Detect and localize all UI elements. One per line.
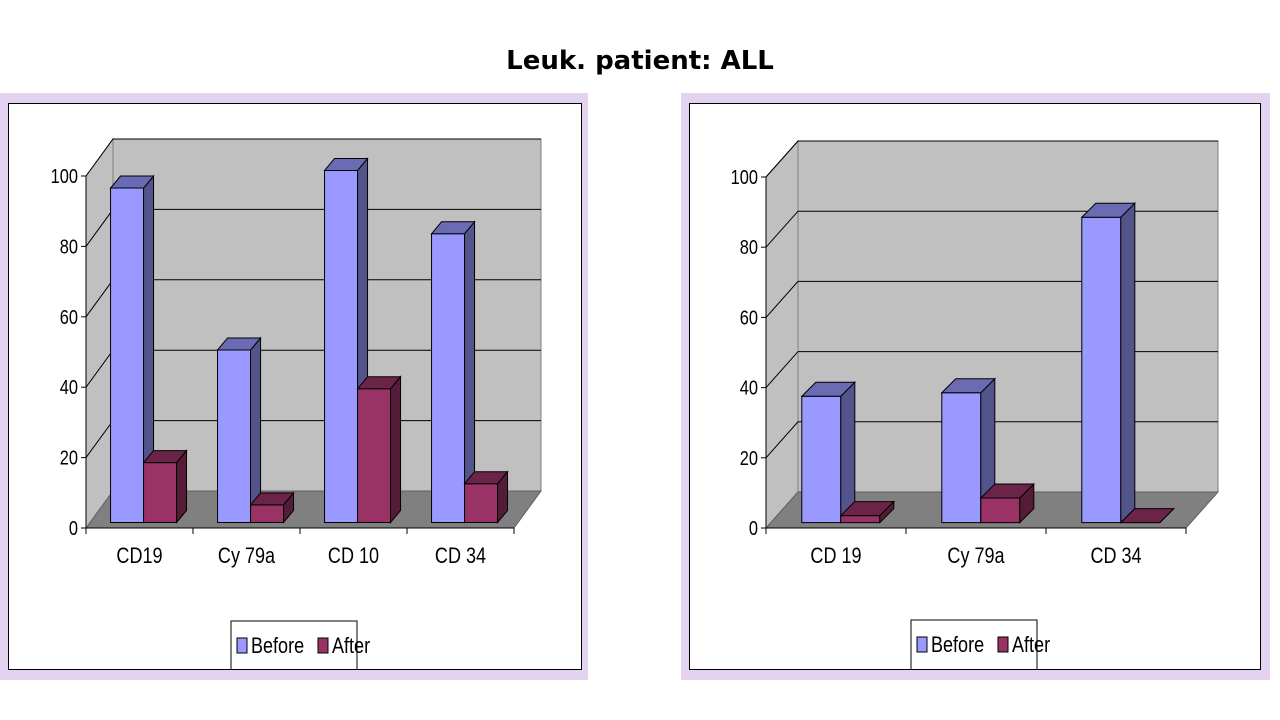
bar-front — [1081, 216, 1122, 524]
bar-front — [110, 187, 145, 523]
bar-before-cy79a — [216, 336, 262, 524]
y-tick-label: 80 — [740, 236, 758, 259]
legend: Before After — [230, 620, 370, 672]
legend-label-after: After — [332, 634, 370, 658]
bar-front — [143, 462, 178, 523]
y-tick-label: 20 — [60, 446, 78, 469]
y-tick-label: 100 — [731, 165, 758, 188]
bar-front — [357, 388, 392, 523]
bar-top — [323, 157, 369, 171]
y-tick-label: 40 — [740, 376, 758, 399]
legend-label-after: After — [1012, 633, 1050, 657]
bar-before-cy79a — [940, 377, 997, 524]
bar-top — [430, 221, 476, 235]
x-tick-label: CD 19 — [810, 544, 861, 568]
back-wall — [797, 140, 1219, 493]
bar-top — [839, 501, 896, 517]
legend-swatch-before — [916, 636, 928, 653]
bar-after-cd19 — [839, 500, 896, 524]
bar-after-cy79a — [249, 491, 295, 524]
x-tick-label: CD 34 — [1090, 544, 1141, 568]
bar-top — [109, 175, 155, 189]
chart-panel-left: 0 20 40 60 80 100 CD19 Cy 79a CD 10 CD 34 Before Af… — [0, 93, 588, 680]
y-tick-label: 0 — [69, 516, 78, 539]
gridline — [765, 210, 1218, 248]
bar-front — [980, 497, 1021, 524]
x-tick-label: Cy 79a — [947, 544, 1005, 568]
bar-top — [979, 483, 1036, 499]
bar-front — [217, 349, 252, 523]
bar-after-cy79a — [979, 482, 1036, 524]
bar-top — [216, 337, 262, 351]
bar-before-cd34 — [1080, 202, 1137, 524]
bar-before-cd19 — [800, 381, 857, 524]
bar-after-cd34 — [463, 470, 509, 524]
legend-swatch-before — [236, 637, 248, 654]
bar-after-cd10 — [356, 375, 402, 524]
bar-top — [356, 376, 402, 390]
y-tick-label: 20 — [740, 446, 758, 469]
bar-front — [840, 515, 881, 524]
bar-top — [142, 450, 188, 464]
gridline — [85, 138, 541, 177]
gridline — [765, 351, 1218, 388]
bar-before-cd19 — [109, 174, 155, 524]
y-tick-label: 0 — [749, 516, 758, 539]
x-tick-label: Cy 79a — [218, 544, 276, 568]
legend-label-before: Before — [251, 634, 304, 658]
x-tick-label: CD19 — [116, 544, 162, 568]
bar-top — [463, 471, 509, 485]
y-tick-label: 80 — [60, 235, 78, 258]
bar-side — [1120, 202, 1136, 524]
bar-top — [1080, 202, 1137, 218]
side-wall — [85, 137, 114, 530]
bar-after-cd19 — [142, 449, 188, 524]
bar-front — [801, 395, 842, 524]
bar-side — [840, 381, 856, 524]
bar-chart-left: 0 20 40 60 80 100 CD19 Cy 79a CD 10 CD 34 Before Af… — [51, 137, 542, 672]
bar-front — [250, 504, 285, 523]
bar-front — [431, 233, 466, 523]
legend-label-before: Before — [931, 633, 984, 657]
legend-box — [910, 619, 1038, 671]
y-tick-label: 60 — [740, 306, 758, 329]
bar-front — [324, 169, 359, 523]
legend-swatch-after — [317, 637, 329, 654]
x-tick-label: CD 10 — [328, 544, 379, 568]
bar-chart-right: 0 20 40 60 80 100 CD 19 Cy 79a CD 34 Before After — [731, 139, 1220, 671]
bar-top — [800, 381, 857, 397]
legend: Before After — [910, 619, 1050, 671]
gridline — [765, 280, 1218, 318]
bar-front — [941, 392, 982, 524]
page-title: Leuk. patient: ALL — [506, 46, 774, 76]
gridline — [765, 140, 1218, 178]
y-tick-label: 100 — [51, 164, 78, 187]
bar-top — [940, 378, 997, 394]
gridline — [765, 421, 1218, 459]
bar-side — [390, 375, 402, 524]
x-tick-label: CD 34 — [435, 544, 486, 568]
y-tick-label: 40 — [60, 376, 78, 399]
legend-swatch-after — [997, 636, 1009, 653]
bar-top — [1119, 508, 1176, 524]
side-wall — [765, 139, 799, 530]
chart-panel-right: 0 20 40 60 80 100 CD 19 Cy 79a CD 34 Before After — [681, 93, 1270, 680]
bar-front — [464, 483, 499, 523]
legend-box — [230, 620, 358, 672]
y-tick-label: 60 — [60, 305, 78, 328]
bar-top — [249, 492, 295, 506]
bar-before-cd34 — [430, 220, 476, 524]
bar-after-cd34 — [1119, 508, 1176, 524]
